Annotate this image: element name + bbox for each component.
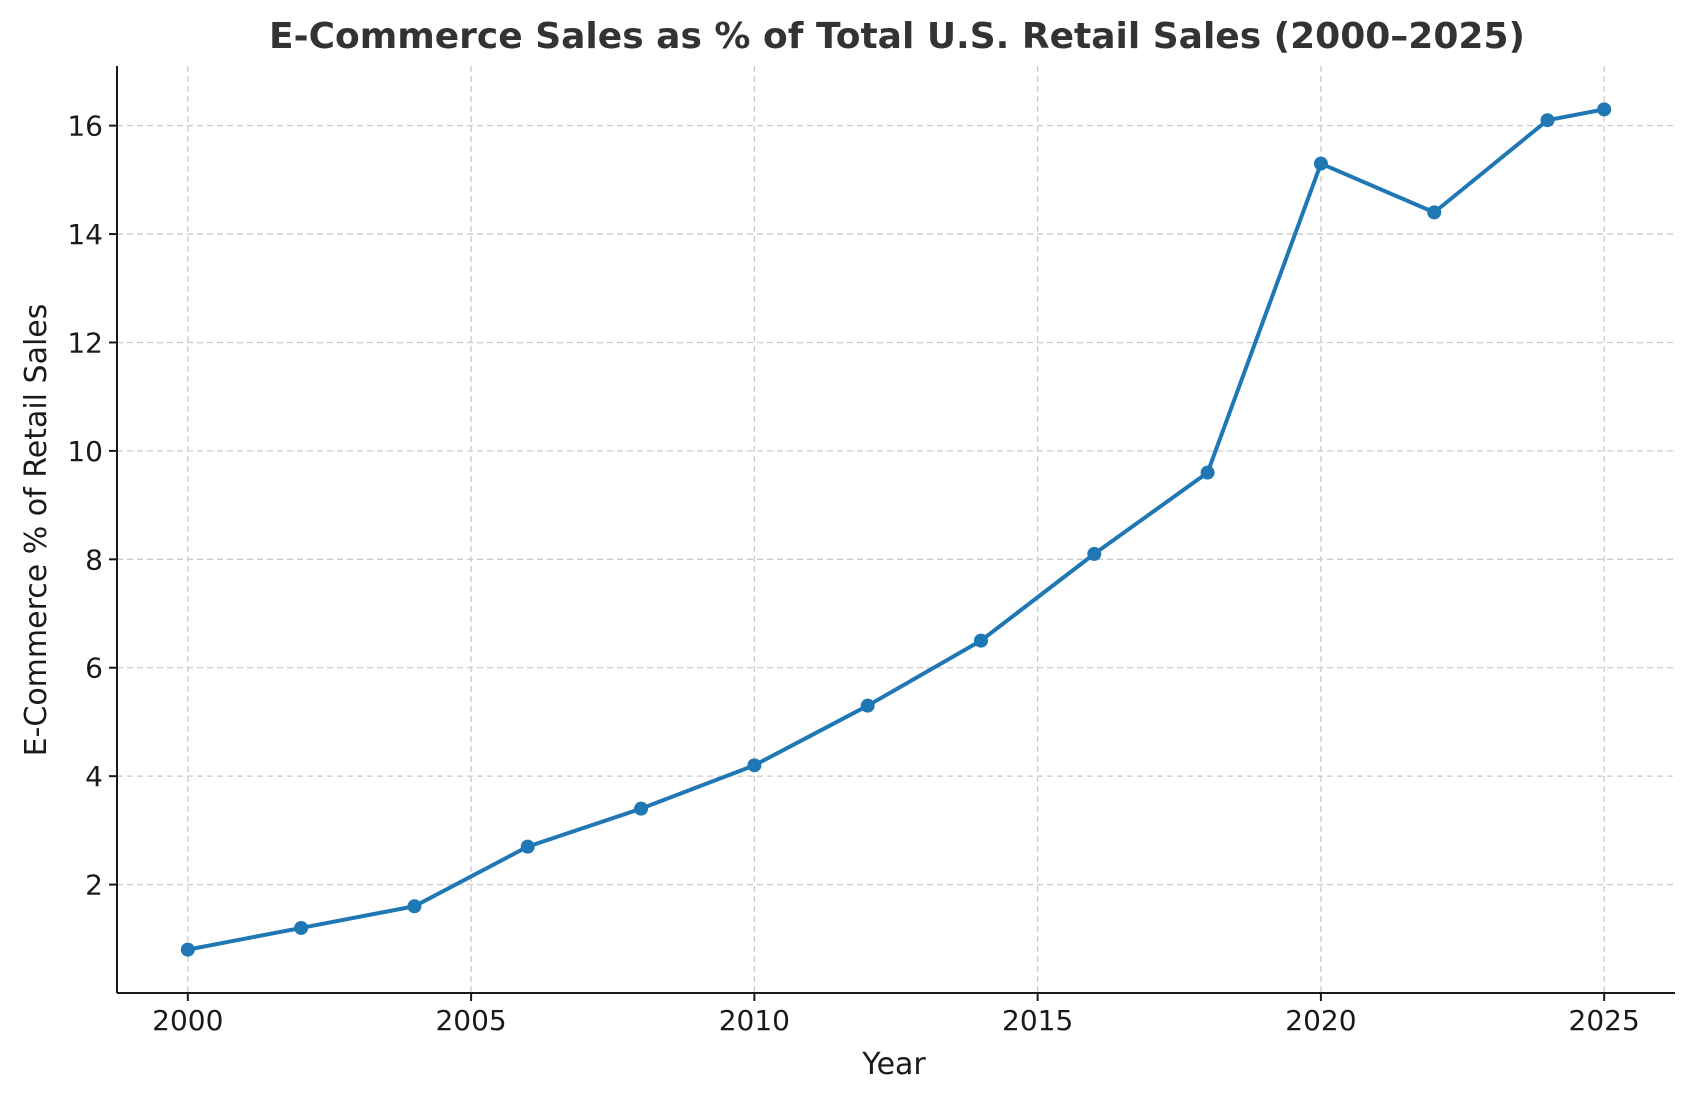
- y-axis-label: E-Commerce % of Retail Sales: [19, 304, 54, 757]
- x-tick-label: 2000: [152, 1004, 223, 1037]
- series-line: [185, 107, 1607, 952]
- x-tick-label: 2005: [435, 1004, 506, 1037]
- x-tick-label: 2010: [719, 1004, 790, 1037]
- axes: [116, 66, 1675, 994]
- chart-title: E-Commerce Sales as % of Total U.S. Reta…: [269, 16, 1525, 57]
- y-tick-label: 10: [67, 435, 103, 468]
- data-point: [634, 801, 649, 816]
- data-point: [747, 758, 762, 773]
- y-tick-label: 4: [85, 760, 103, 793]
- ticks: 2000 2005 2010 2015 2020 2025 2 4 6 8 10 12 14 16: [67, 110, 1639, 1037]
- grid: [117, 66, 1675, 993]
- x-tick-label: 2020: [1285, 1004, 1356, 1037]
- y-tick-label: 6: [85, 652, 103, 685]
- x-tick-label: 2015: [1002, 1004, 1073, 1037]
- data-point: [860, 698, 875, 713]
- data-point: [520, 839, 535, 854]
- x-axis-label: Year: [861, 1047, 926, 1082]
- data-point: [407, 899, 422, 914]
- data-point: [1427, 205, 1442, 220]
- y-tick-label: 2: [85, 869, 103, 902]
- data-point: [1540, 113, 1555, 128]
- data-point: [1313, 156, 1328, 171]
- data-point: [180, 942, 195, 957]
- y-tick-label: 12: [67, 326, 103, 359]
- data-point: [1087, 546, 1102, 561]
- data-point: [1597, 102, 1612, 117]
- data-point: [973, 633, 988, 648]
- data-point: [1200, 465, 1215, 480]
- y-tick-label: 16: [67, 110, 103, 143]
- data-point: [294, 920, 309, 935]
- series-layer: [180, 102, 1612, 957]
- x-tick-label: 2025: [1569, 1004, 1640, 1037]
- y-tick-label: 8: [85, 543, 103, 576]
- y-tick-label: 14: [67, 218, 103, 251]
